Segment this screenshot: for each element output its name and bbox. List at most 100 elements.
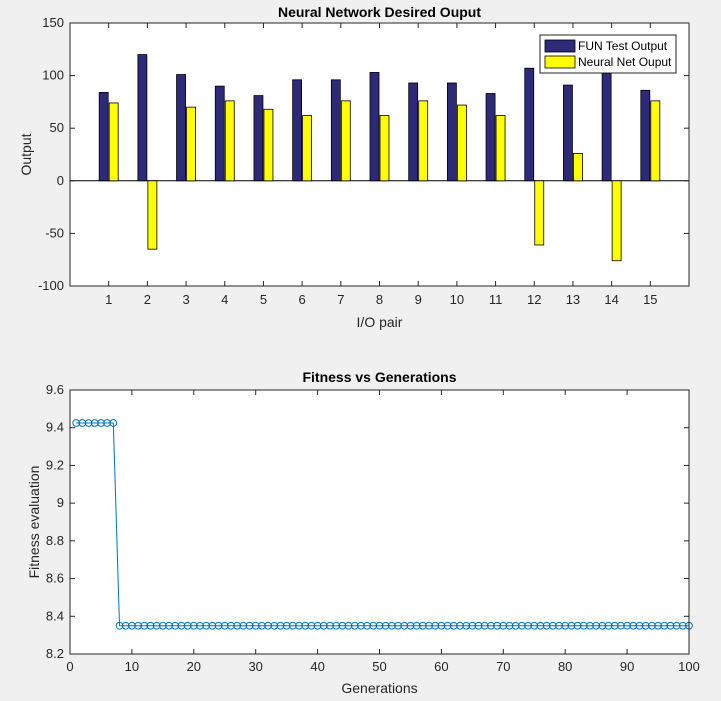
fitness-marker-gen-70: [499, 621, 508, 630]
fitness-marker-gen-13: [146, 621, 155, 630]
fitness-marker-gen-18: [177, 621, 186, 630]
x-tick-label: 70: [496, 659, 510, 674]
fitness-marker-gen-8: [115, 621, 124, 630]
bar-series1-pair-4: [214, 85, 225, 182]
fitness-marker-gen-25: [220, 621, 229, 630]
x-tick-label: 10: [450, 292, 464, 307]
fitness-marker-gen-42: [326, 621, 334, 630]
y-tick-label: 8.4: [46, 608, 64, 623]
fitness-marker-gen-30: [251, 621, 260, 630]
x-tick-label: 80: [558, 659, 572, 674]
x-tick-label: 13: [566, 292, 580, 307]
y-tick-label: 9.6: [46, 382, 64, 397]
fitness-marker-gen-47: [357, 621, 365, 630]
plot-area: [70, 390, 689, 654]
x-tick-label: 8: [376, 292, 383, 307]
x-tick-label: 10: [125, 659, 139, 674]
fitness-marker-gen-67: [480, 621, 489, 630]
x-tick-label: 15: [643, 292, 657, 307]
fitness-marker-gen-28: [239, 621, 248, 630]
fitness-marker-gen-7: [109, 419, 118, 427]
fitness-marker-gen-86: [598, 621, 607, 630]
bar-series2-pair-9: [418, 100, 429, 182]
x-tick-label: 3: [182, 292, 189, 307]
bar-series1-pair-6: [292, 79, 303, 182]
y-tick-label: 8.2: [46, 646, 64, 661]
fitness-marker-gen-43: [332, 621, 341, 630]
fitness-marker-gen-23: [208, 621, 217, 630]
x-axis-title: Generations: [341, 680, 417, 696]
fitness-marker-gen-85: [592, 621, 601, 630]
fitness-marker-gen-57: [418, 621, 427, 630]
x-tick-label: 11: [489, 292, 503, 307]
y-tick-label: 8.8: [46, 533, 64, 548]
legend-label-series2: Neural Net Ouput: [578, 55, 672, 69]
fitness-marker-gen-1: [72, 419, 81, 427]
fitness-marker-gen-14: [152, 621, 161, 630]
bar-series2-pair-11: [495, 115, 506, 182]
x-tick-label: 9: [415, 292, 422, 307]
fitness-marker-gen-87: [604, 621, 613, 630]
line-chart-fitness-vs-generations: 8.2 8.4 8.6 8.8 9 9.2 9.4 9.6 0 10 20 30 40 50 60 70 80 9…: [26, 369, 700, 696]
fitness-marker-gen-10: [128, 621, 136, 630]
fitness-marker-gen-80: [561, 621, 570, 630]
fitness-marker-gen-37: [295, 621, 303, 630]
fitness-marker-gen-9: [121, 621, 130, 630]
fitness-marker-gen-61: [443, 621, 452, 630]
fitness-marker-gen-62: [449, 621, 458, 630]
x-tick-label: 40: [310, 659, 324, 674]
bar-series1-pair-14: [601, 73, 612, 182]
fitness-marker-gen-32: [264, 621, 272, 630]
x-tick-label: 30: [248, 659, 262, 674]
fitness-marker-gen-84: [586, 621, 594, 630]
x-tick-label: 14: [604, 292, 618, 307]
bar-series2-pair-1: [108, 102, 119, 182]
fitness-marker-gen-31: [257, 621, 266, 630]
bar-series1-pair-5: [253, 95, 264, 182]
chart-title: Neural Network Desired Ouput: [278, 4, 481, 20]
bar-series2-pair-6: [302, 115, 313, 182]
y-axis-title: Fitness evaluation: [26, 466, 42, 579]
fitness-marker-gen-19: [183, 621, 192, 630]
fitness-marker-gen-2: [78, 419, 87, 427]
fitness-marker-gen-65: [468, 621, 477, 630]
bar-series1-pair-12: [524, 67, 535, 182]
fitness-marker-gen-20: [189, 621, 198, 630]
fitness-marker-gen-33: [270, 621, 279, 630]
bar-series2-pair-3: [186, 106, 196, 182]
fitness-marker-gen-27: [233, 621, 242, 630]
fitness-marker-gen-78: [548, 621, 557, 630]
fitness-marker-gen-29: [245, 621, 254, 630]
fitness-marker-gen-11: [134, 621, 142, 630]
fitness-marker-gen-48: [363, 621, 372, 630]
fitness-marker-gen-12: [140, 621, 149, 630]
y-tick-label: 50: [50, 120, 64, 135]
fitness-marker-gen-35: [282, 621, 291, 630]
fitness-marker-gen-89: [617, 621, 625, 630]
bar-series1-pair-15: [640, 89, 651, 182]
bar-series2-pair-7: [340, 100, 351, 182]
fitness-marker-gen-56: [412, 621, 421, 630]
fitness-marker-gen-66: [474, 621, 483, 630]
fitness-marker-gen-21: [196, 621, 204, 630]
bar-series2-pair-12: [534, 180, 545, 246]
fitness-marker-gen-71: [505, 621, 514, 630]
fitness-marker-gen-36: [288, 621, 297, 630]
y-tick-label: 8.6: [46, 571, 64, 586]
fitness-marker-gen-59: [431, 621, 440, 630]
x-tick-label: 4: [221, 292, 228, 307]
bar-series2-pair-2: [147, 180, 158, 250]
y-tick-label: 9.2: [46, 457, 64, 472]
fitness-marker-gen-38: [301, 621, 310, 630]
fitness-marker-gen-94: [647, 621, 656, 630]
bar-series1-pair-1: [98, 92, 109, 182]
fitness-marker-gen-24: [214, 621, 223, 630]
bar-series2-pair-5: [263, 108, 274, 182]
y-tick-label: -100: [38, 278, 64, 293]
legend-swatch-series2: [544, 55, 576, 69]
fitness-marker-gen-90: [623, 621, 631, 630]
y-tick-label: 9.4: [46, 420, 64, 435]
legend-swatch-series1: [544, 39, 576, 53]
bar-series2-pair-8: [379, 115, 390, 182]
